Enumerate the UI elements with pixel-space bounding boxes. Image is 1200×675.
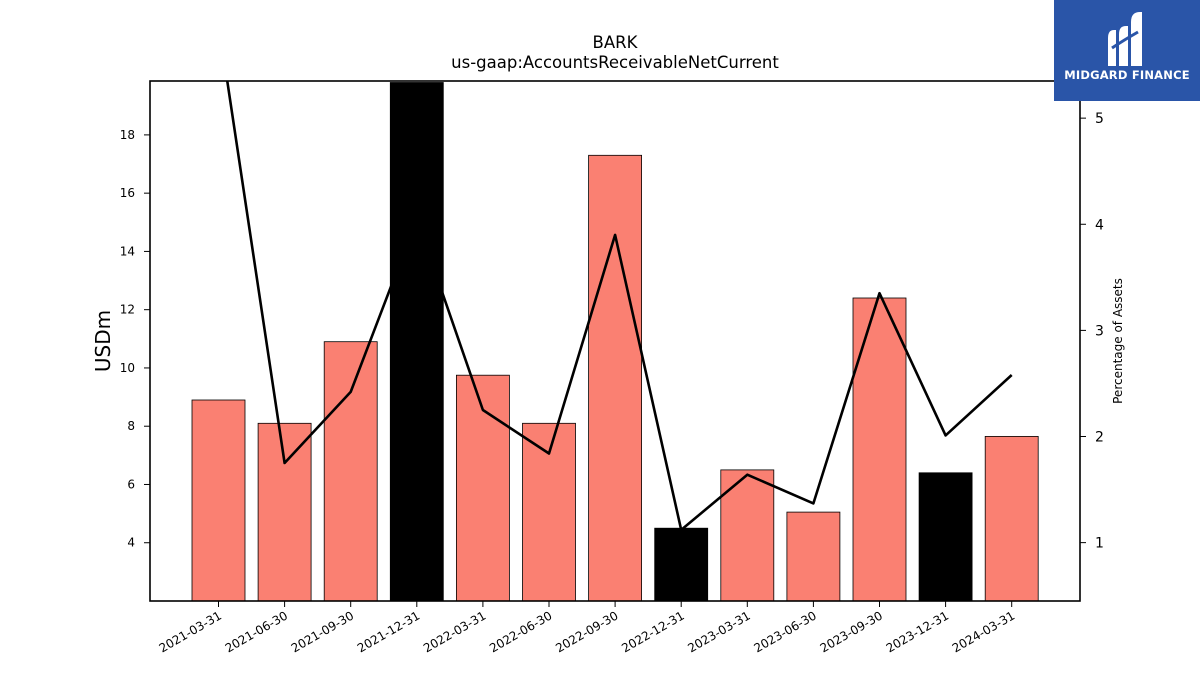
- percentage-line: [225, 81, 1013, 532]
- y-axis-label: USDm: [91, 310, 115, 372]
- x-tick-label: 2022-09-30: [553, 608, 620, 655]
- logo-text: MIDGARD FINANCE: [1064, 68, 1190, 82]
- y2-tick-label: 4: [1095, 217, 1104, 233]
- chart-title: BARK: [593, 33, 639, 52]
- y-tick-label: 8: [127, 419, 135, 433]
- bar-2021-06-30: [257, 422, 312, 602]
- midgard-finance-logo: MIDGARD FINANCE: [1054, 0, 1200, 101]
- y-tick-label: 18: [120, 128, 135, 142]
- bar-2024-03-31: [984, 435, 1039, 602]
- x-tick-label: 2021-12-31: [355, 608, 422, 655]
- midgard-logo-icon: [1108, 12, 1142, 66]
- bar-2022-03-31: [455, 374, 510, 602]
- bar-2022-12-31: [654, 527, 709, 602]
- y-tick-label: 6: [127, 477, 135, 491]
- y2-tick-label: 1: [1095, 536, 1104, 552]
- x-tick-label: 2022-03-31: [421, 608, 488, 655]
- x-tick-label: 2022-12-31: [619, 608, 686, 655]
- x-tick-label: 2024-03-31: [950, 608, 1017, 655]
- y-tick-label: 16: [120, 186, 135, 200]
- bar-2023-03-31: [720, 469, 775, 602]
- y-tick-label: 12: [120, 303, 135, 317]
- x-tick-label: 2021-03-31: [157, 608, 224, 655]
- bar-2022-09-30: [588, 154, 642, 602]
- y2-axis-label: Percentage of Assets: [1111, 278, 1125, 404]
- x-tick-label: 2021-09-30: [289, 608, 356, 655]
- bar-2021-09-30: [323, 341, 378, 602]
- bar-2023-06-30: [786, 511, 841, 602]
- y2-tick-label: 5: [1095, 111, 1104, 127]
- y-tick-label: 14: [120, 244, 135, 258]
- bar-2021-12-31: [389, 82, 444, 602]
- y-tick-label: 10: [120, 361, 135, 375]
- bar-2021-03-31: [191, 399, 246, 602]
- y-tick-label: 4: [127, 536, 135, 550]
- y2-tick-label: 3: [1095, 323, 1104, 339]
- x-tick-label: 2023-03-31: [685, 608, 752, 655]
- x-tick-label: 2023-09-30: [818, 608, 885, 655]
- bar-2023-09-30: [852, 297, 907, 602]
- x-tick-label: 2021-06-30: [223, 608, 290, 655]
- y2-tick-label: 2: [1095, 430, 1104, 446]
- x-tick-label: 2023-12-31: [884, 608, 951, 655]
- chart-subtitle: us-gaap:AccountsReceivableNetCurrent: [451, 53, 779, 72]
- bar-2023-12-31: [918, 472, 973, 602]
- x-tick-label: 2023-06-30: [751, 608, 818, 655]
- x-tick-label: 2022-06-30: [487, 608, 554, 655]
